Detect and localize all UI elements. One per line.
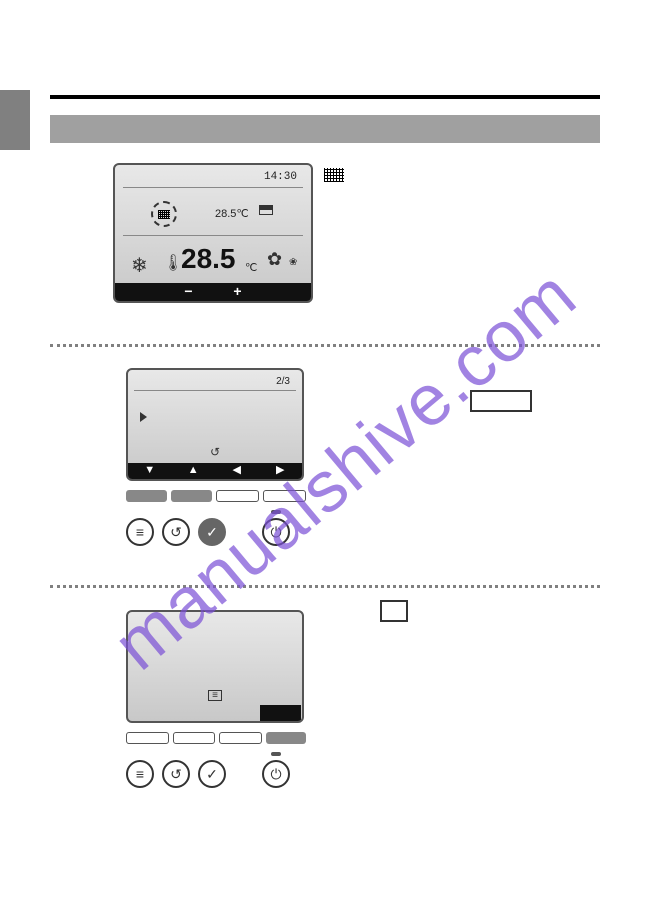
reference-box	[380, 600, 408, 622]
fkey-f3[interactable]	[219, 732, 262, 744]
louver-icon	[259, 205, 273, 215]
dotted-separator	[50, 585, 600, 588]
list-icon	[208, 690, 222, 701]
set-temperature: 28.5	[181, 243, 236, 275]
divider	[123, 235, 303, 236]
filter-indicator-circle	[151, 201, 177, 227]
menu-button[interactable]: ≡	[126, 760, 154, 788]
softkey-blank[interactable]	[262, 283, 311, 301]
hardware-button-row: ≡ ↺ ✓ ⏻	[126, 514, 326, 550]
softkey-bar	[128, 705, 302, 721]
softkey-slot-1[interactable]	[129, 705, 171, 721]
power-led	[271, 510, 281, 514]
softkey-slot-2[interactable]	[173, 705, 215, 721]
fan-speed-icon: ❀	[289, 257, 297, 268]
divider	[134, 390, 296, 391]
confirm-button[interactable]: ✓	[198, 760, 226, 788]
section-rule	[50, 95, 600, 99]
hardware-button-row: ≡ ↺ ✓ ⏻	[126, 756, 326, 792]
return-button[interactable]: ↺	[162, 518, 190, 546]
softkey-slot-4[interactable]	[260, 705, 302, 721]
return-button[interactable]: ↺	[162, 760, 190, 788]
softkey-left[interactable]: ◀	[215, 463, 259, 479]
function-key-row	[126, 732, 306, 746]
clock-time: 14:30	[264, 171, 297, 183]
fan-icon: ✿	[267, 249, 282, 270]
fkey-f1[interactable]	[126, 490, 167, 502]
filter-icon	[158, 210, 170, 219]
power-button[interactable]: ⏻	[262, 518, 290, 546]
confirm-button[interactable]: ✓	[198, 518, 226, 546]
return-glyph: ↺	[210, 445, 220, 459]
softkey-up[interactable]: ▲	[172, 463, 216, 479]
menu-button[interactable]: ≡	[126, 518, 154, 546]
menu-screen: 2/3 ↺ ▼ ▲ ◀ ▶	[126, 368, 304, 481]
page-tab	[0, 90, 30, 150]
fkey-f2[interactable]	[171, 490, 212, 502]
room-temp-readout: 28.5℃	[215, 207, 249, 220]
function-key-row	[126, 490, 306, 504]
page-indicator: 2/3	[276, 376, 290, 387]
fkey-f4[interactable]	[266, 732, 307, 744]
reference-box	[470, 390, 532, 412]
power-led	[271, 752, 281, 756]
grid-icon	[324, 168, 344, 182]
fkey-f4[interactable]	[263, 490, 306, 502]
section-heading-bar	[50, 115, 600, 143]
softkey-bar: ▼ ▲ ◀ ▶	[128, 463, 302, 479]
fkey-f3[interactable]	[216, 490, 259, 502]
cool-mode-icon: ❄	[131, 253, 148, 278]
confirm-screen	[126, 610, 304, 723]
softkey-down[interactable]: ▼	[128, 463, 172, 479]
power-button[interactable]: ⏻	[262, 760, 290, 788]
fkey-f1[interactable]	[126, 732, 169, 744]
softkey-bar: − +	[115, 283, 311, 301]
watermark-text: manualshive.com	[0, 76, 657, 865]
dotted-separator	[50, 344, 600, 347]
temperature-unit: ℃	[245, 261, 257, 274]
softkey-plus[interactable]: +	[213, 283, 262, 301]
softkey-minus[interactable]: −	[164, 283, 213, 301]
softkey-right[interactable]: ▶	[259, 463, 303, 479]
softkey-blank[interactable]	[115, 283, 164, 301]
softkey-slot-3[interactable]	[216, 705, 258, 721]
divider	[123, 187, 303, 188]
thermostat-main-screen: 14:30 28.5℃ ❄ 🌡 28.5 ℃ ✿ ❀ − +	[113, 163, 313, 303]
cursor-triangle-icon	[140, 412, 147, 422]
fkey-f2[interactable]	[173, 732, 216, 744]
